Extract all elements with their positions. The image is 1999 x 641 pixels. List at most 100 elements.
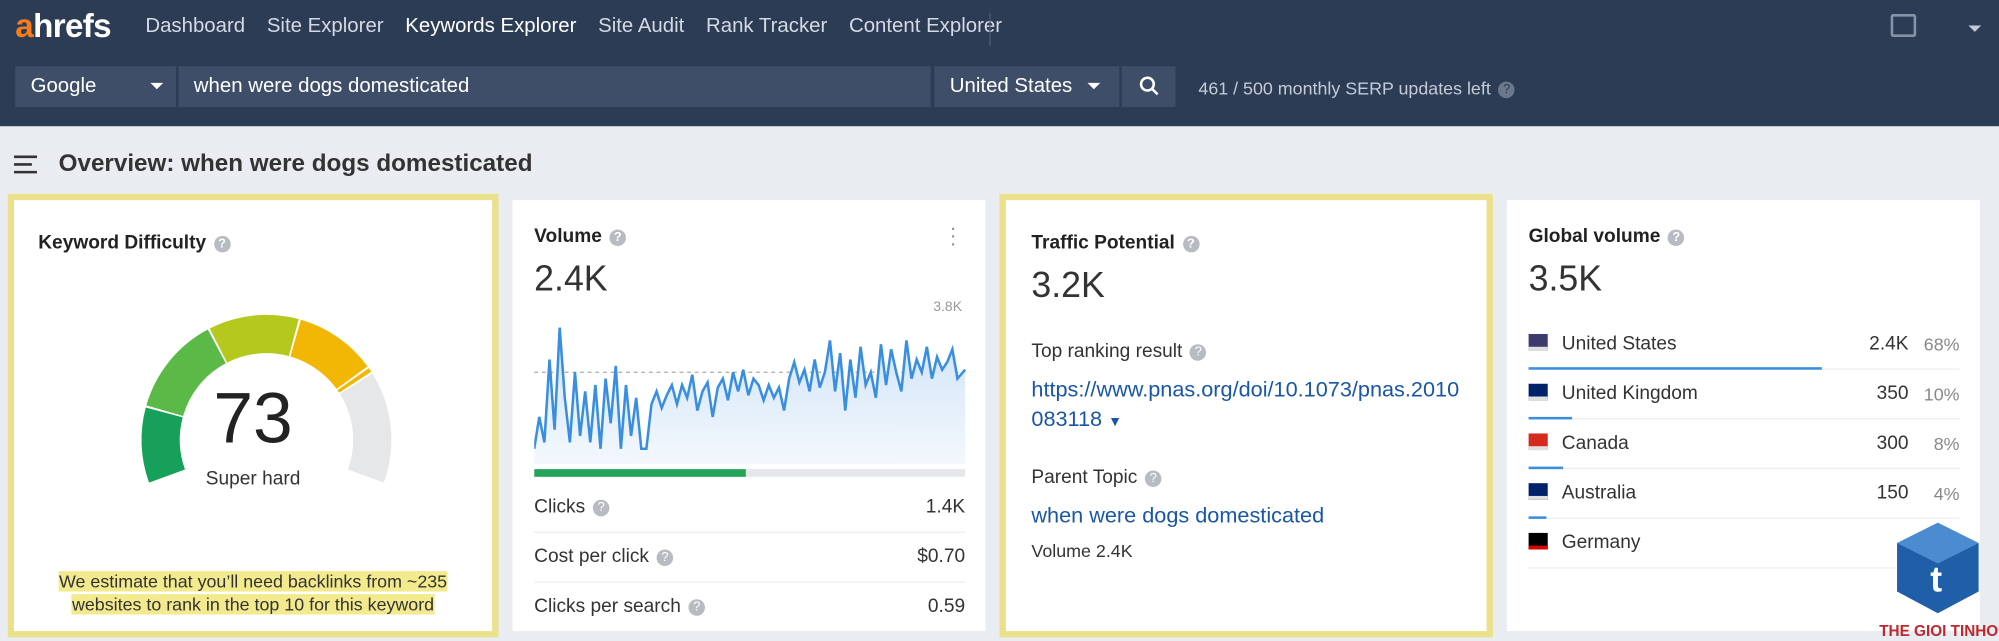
flag <box>1528 483 1548 500</box>
volume-title: Volume <box>534 225 602 248</box>
metric-label: Clicks? <box>534 483 610 531</box>
gauge-segment <box>337 368 372 393</box>
icon[interactable] <box>1890 14 1917 37</box>
country-name: United Kingdom <box>1561 382 1698 405</box>
watermark-logo: t <box>1897 522 1979 614</box>
nav-item[interactable]: Content Explorer <box>848 15 1003 37</box>
volume-chart <box>534 327 967 477</box>
bar-track <box>534 469 966 477</box>
country-volume: 2.4K <box>1869 332 1909 355</box>
country-name: Germany <box>1561 531 1641 554</box>
parent-label: Parent Topic <box>1031 466 1138 489</box>
url-text: https://www.pnas.org/doi/10.1073/pnas.20… <box>1031 377 1460 431</box>
traffic-title: Traffic Potential <box>1031 232 1175 254</box>
volume-card: Volume? · · · 2.4K 3.8K Clicks? 1.4K Cost pe… <box>512 200 986 632</box>
metric-value: 0.59 <box>927 595 966 618</box>
engine: Google <box>30 75 97 97</box>
chart-max: 3.8K <box>933 299 963 315</box>
logo[interactable]: ahrefs <box>15 6 111 46</box>
metric-label: Cost per click? <box>534 533 674 581</box>
country-select[interactable]: United States <box>934 66 1120 108</box>
metric-label: Clicks per search? <box>534 583 706 631</box>
query: when were dogs domesticated <box>193 75 470 97</box>
country-row: Australia 150 4% <box>1528 469 1960 519</box>
global-title: Global volume <box>1528 225 1661 248</box>
help-icon: ? <box>592 499 610 517</box>
logo-rest: hrefs <box>33 6 112 45</box>
flag <box>1528 532 1548 550</box>
country-row: United Kingdom 350 10% <box>1528 370 1960 420</box>
country-volume: 350 <box>1876 382 1909 405</box>
dropdown[interactable] <box>1968 25 1982 38</box>
gauge-segment <box>209 314 299 363</box>
share-bar <box>1528 416 1572 420</box>
gauge-segment <box>146 329 226 416</box>
gauge-segment <box>339 373 392 483</box>
country-row: United States 2.4K 68% <box>1528 320 1960 370</box>
nav-item[interactable]: Site Explorer <box>266 15 384 37</box>
nav-item[interactable]: Rank Tracker <box>705 15 828 37</box>
country-row: Germany <box>1528 519 1960 569</box>
kd-card: Keyword Difficulty? 73 Super hard We est… <box>7 193 499 638</box>
sparkline <box>534 327 967 451</box>
share-bar <box>1528 466 1564 470</box>
updates-text: 461 / 500 monthly SERP updates left <box>1198 77 1491 99</box>
more-menu[interactable]: · · · <box>949 218 957 255</box>
nav-item[interactable]: Dashboard <box>145 15 246 37</box>
area <box>534 327 966 465</box>
country-volume: 300 <box>1876 432 1909 454</box>
flag <box>1528 433 1548 451</box>
menu-icon[interactable] <box>14 154 39 174</box>
country-volume: 150 <box>1876 481 1909 504</box>
help-icon: ? <box>656 549 674 567</box>
kd-note: We estimate that you’ll need backlinks f… <box>59 571 448 615</box>
query-input[interactable]: when were dogs domesticated <box>178 66 931 108</box>
volume-value: 2.4K <box>534 258 608 299</box>
nav-item[interactable]: Keywords Explorer <box>405 15 577 37</box>
bar-fill <box>534 469 746 477</box>
country-share: 10% <box>1923 383 1960 405</box>
kd-value: 73 <box>213 377 293 458</box>
global-value: 3.5K <box>1528 258 1603 299</box>
top-label: Top ranking result <box>1031 340 1183 363</box>
share-bar <box>1528 367 1822 370</box>
parent-topic[interactable]: when were dogs domesticated <box>1031 503 1325 528</box>
svg-text:t: t <box>1930 560 1942 600</box>
flag <box>1528 334 1548 351</box>
nav: Dashboard Site Explorer Keywords Explorer S… <box>145 15 1002 38</box>
parent-volume: Volume 2.4K <box>1031 540 1133 561</box>
header: ahrefs Dashboard Site Explorer Keywords Ex… <box>0 0 1999 127</box>
gauge-segment <box>141 407 185 483</box>
divider <box>989 12 991 46</box>
logo-a: a <box>15 6 34 45</box>
search-button[interactable] <box>1121 66 1176 108</box>
country-share: 8% <box>1933 433 1960 454</box>
country-share: 68% <box>1923 334 1960 355</box>
volume-rows: Clicks? 1.4K Cost per click? $0.70 Clicks pe… <box>534 483 966 631</box>
country-share: 4% <box>1933 483 1960 504</box>
kd-label: Super hard <box>205 467 301 490</box>
nav-item[interactable]: Site Audit <box>598 15 685 37</box>
watermark-text: THE GIOI TINHOC <box>1879 622 1999 640</box>
engine-select[interactable]: Google <box>15 66 176 108</box>
top-url[interactable]: https://www.pnas.org/doi/10.1073/pnas.20… <box>1031 377 1460 431</box>
traffic-value: 3.2K <box>1031 265 1105 305</box>
share-bar <box>1528 516 1546 519</box>
flag <box>1528 383 1548 401</box>
country-row: Canada 300 8% <box>1528 419 1960 470</box>
country-name: United States <box>1561 332 1677 355</box>
metric-value: $0.70 <box>917 545 966 568</box>
metric-row: Cost per click? $0.70 <box>534 533 966 583</box>
metric-row: Clicks? 1.4K <box>534 483 966 533</box>
gauge-segment <box>290 319 368 389</box>
metric-row: Clicks per search? 0.59 <box>534 583 965 631</box>
country-rows: United States 2.4K 68% United Kingdom 350 10%… <box>1528 320 1960 569</box>
metric-value: 1.4K <box>925 495 966 518</box>
country-name: Canada <box>1561 432 1629 454</box>
updates: 461 / 500 monthly SERP updates left? <box>1198 77 1516 99</box>
country-name: Australia <box>1561 481 1637 504</box>
overview-title: Overview: when were dogs domesticated <box>58 150 533 178</box>
gauge <box>141 314 392 483</box>
